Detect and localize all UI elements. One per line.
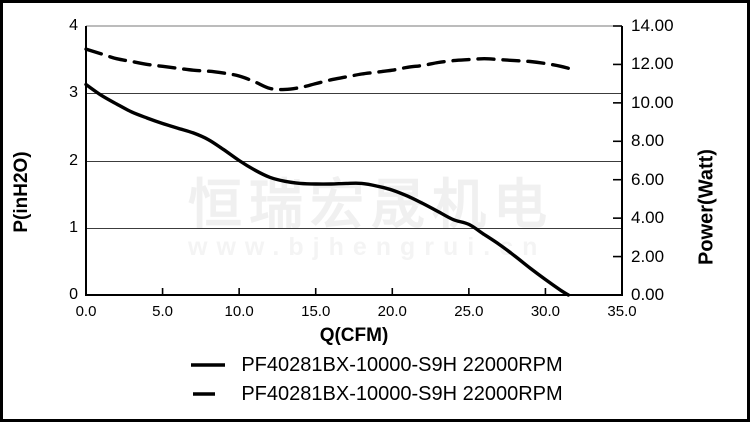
dashed-line-marker-icon (193, 392, 216, 396)
watermark-url-text: www.bjhengrui.cn (188, 233, 547, 261)
y-left-axis-title: P(inH2O) (11, 151, 32, 233)
x-axis-title: Q(CFM) (319, 325, 389, 346)
legend-label-pressure: PF40281BX-10000-S9H 22000RPM (241, 354, 563, 376)
power-curve (84, 47, 571, 92)
legend: PF40281BX-10000-S9H 22000RPM PF40281BX-1… (0, 352, 750, 407)
legend-item-power: PF40281BX-10000-S9H 22000RPM (187, 381, 563, 407)
legend-item-pressure: PF40281BX-10000-S9H 22000RPM (187, 352, 563, 378)
solid-line-marker-icon (191, 363, 226, 367)
legend-label-power: PF40281BX-10000-S9H 22000RPM (241, 383, 563, 405)
y-right-axis-title: Power(Watt) (695, 149, 718, 265)
pressure-flow-curve (84, 82, 571, 297)
